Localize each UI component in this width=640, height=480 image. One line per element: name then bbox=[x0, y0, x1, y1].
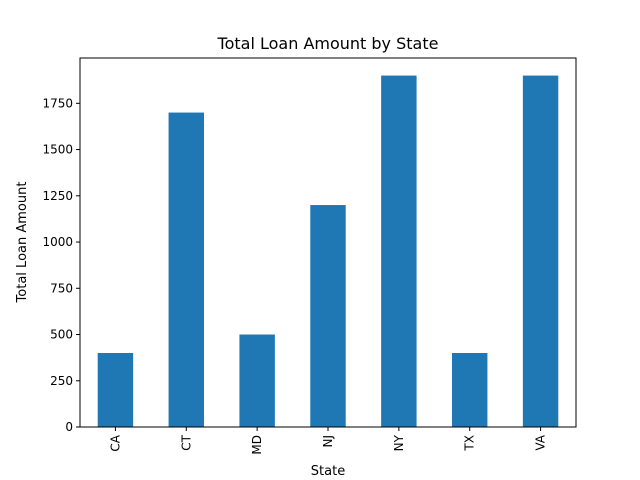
x-axis: CA CT MD NJ NY TX VA bbox=[108, 427, 548, 455]
y-axis-label: Total Loan Amount bbox=[15, 182, 30, 304]
x-tick-label-ct: CT bbox=[179, 434, 193, 450]
bar-va bbox=[522, 75, 559, 428]
plot-frame bbox=[79, 57, 577, 428]
x-tick-label-va: VA bbox=[534, 434, 548, 450]
y-tick-label-1500: 1500 bbox=[42, 143, 73, 157]
y-tick-label-1250: 1250 bbox=[42, 189, 73, 203]
y-tick-label-750: 750 bbox=[50, 281, 73, 295]
y-tick-label-500: 500 bbox=[50, 328, 73, 342]
x-tick-label-tx: TX bbox=[463, 435, 477, 452]
y-tick-label-0: 0 bbox=[65, 420, 73, 434]
y-tick-label-1000: 1000 bbox=[42, 235, 73, 249]
bar-md bbox=[239, 334, 275, 427]
bar-ca bbox=[97, 353, 134, 427]
y-tick-label-250: 250 bbox=[50, 374, 73, 388]
chart-title: Total Loan Amount by State bbox=[217, 34, 439, 53]
y-axis: 0 250 500 750 1000 1250 1500 1750 bbox=[42, 96, 80, 434]
bar-ct bbox=[168, 112, 204, 428]
bar-ny bbox=[381, 75, 417, 428]
y-tick-label-1750: 1750 bbox=[42, 96, 73, 110]
bars-group bbox=[97, 75, 559, 428]
x-tick-label-nj: NJ bbox=[321, 435, 335, 448]
bar-tx bbox=[452, 353, 488, 427]
x-tick-label-ny: NY bbox=[392, 434, 406, 451]
x-tick-label-ca: CA bbox=[108, 434, 122, 451]
x-tick-label-md: MD bbox=[250, 435, 264, 455]
bar-nj bbox=[310, 205, 346, 427]
x-axis-label: State bbox=[311, 464, 345, 479]
